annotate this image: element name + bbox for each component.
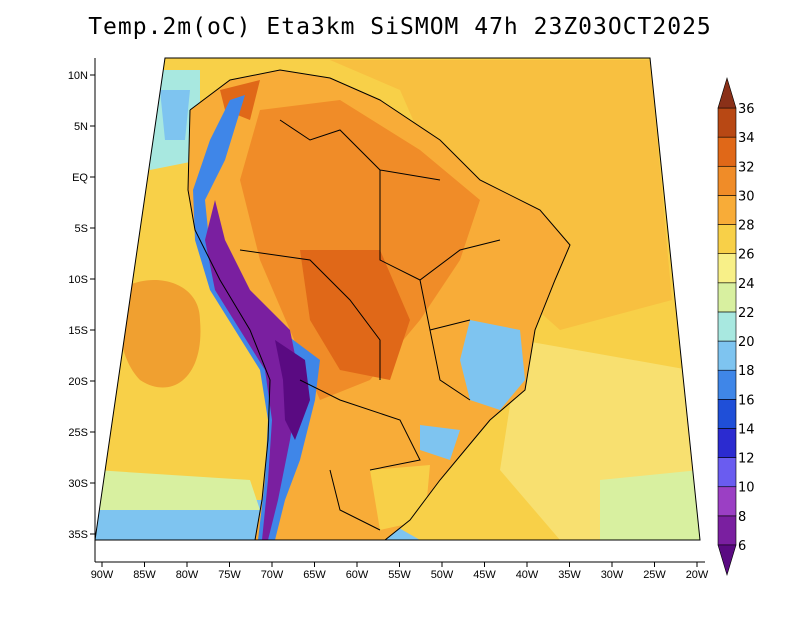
- pacific-north-cold: [160, 90, 190, 140]
- x-tick-label: 60W: [346, 569, 369, 581]
- plot-frame: [94, 57, 701, 541]
- y-tick-label: 30S: [68, 478, 88, 490]
- border-bolivia-brazil: [239, 249, 381, 380]
- colorbar: 6 8 10 12 14 16 18 20 22 24 26 28 30 32 34 36: [717, 76, 755, 577]
- x-tick-label: 40W: [516, 569, 539, 581]
- y-tick-label: 25S: [68, 427, 88, 439]
- x-tick-label: 30W: [601, 569, 624, 581]
- border-argentina-uruguay: [329, 469, 381, 531]
- colorbar-box: [717, 253, 737, 284]
- colorbar-label: 36: [738, 102, 755, 117]
- colorbar-box: [717, 486, 737, 517]
- x-tick-label: 50W: [431, 569, 454, 581]
- southeast-highlands-cool: [460, 320, 525, 410]
- x-axis-ticks: 90W 85W 80W 75W 70W 65W 60W 55W 50W 45W 40W 35W 30W 2…: [91, 562, 709, 581]
- x-tick-label: 35W: [558, 569, 581, 581]
- y-tick-label: 10N: [68, 70, 88, 82]
- y-tick-label: 5S: [75, 223, 88, 235]
- south-highlands-cool: [420, 425, 460, 460]
- colorbar-box: [717, 428, 737, 458]
- colorbar-box: [717, 457, 737, 488]
- chart-title: Temp.2m(oC) Eta3km SiSMOM 47h 23Z03OCT20…: [88, 14, 712, 40]
- x-tick-label: 75W: [218, 569, 241, 581]
- colorbar-box: [717, 369, 737, 400]
- country-borders: [187, 69, 571, 540]
- colorbar-box: [717, 282, 737, 313]
- colorbar-label: 32: [738, 160, 755, 175]
- colorbar-label: 10: [738, 481, 755, 496]
- x-tick-label: 80W: [176, 569, 199, 581]
- colorbar-box: [717, 340, 737, 371]
- colorbar-label: 34: [738, 131, 755, 146]
- colorbar-label: 8: [738, 510, 746, 525]
- coastline-west: [187, 109, 271, 540]
- pacific-warm-patch: [118, 280, 201, 388]
- y-tick-label: 35S: [68, 529, 88, 541]
- coastline-east: [189, 69, 571, 540]
- colorbar-label: 14: [738, 422, 755, 437]
- x-tick-label: 45W: [473, 569, 496, 581]
- border-paraguay: [299, 379, 421, 471]
- colorbar-box: [717, 195, 737, 225]
- altiplano-coldest: [275, 340, 310, 440]
- temperature-field: [95, 58, 700, 540]
- x-tick-label: 55W: [388, 569, 411, 581]
- colorbar-label: 16: [738, 393, 755, 408]
- interior-hottest-region: [300, 250, 410, 380]
- colorbar-box: [717, 515, 737, 546]
- colorbar-high-triangle: [717, 76, 737, 109]
- colorbar-low-triangle: [717, 544, 737, 577]
- colorbar-label: 6: [738, 539, 746, 554]
- colorbar-label: 24: [738, 277, 755, 292]
- x-tick-label: 65W: [303, 569, 326, 581]
- y-tick-label: 5N: [74, 121, 88, 133]
- colorbar-label: 26: [738, 248, 755, 263]
- colorbar-label: 20: [738, 335, 755, 350]
- border-north: [279, 119, 441, 181]
- y-tick-label: 20S: [68, 376, 88, 388]
- x-tick-label: 25W: [643, 569, 666, 581]
- x-tick-label: 85W: [133, 569, 156, 581]
- y-tick-label: 10S: [68, 274, 88, 286]
- x-tick-label: 90W: [91, 569, 114, 581]
- colorbar-box: [717, 107, 737, 138]
- colorbar-label: 30: [738, 189, 755, 204]
- colorbar-label: 28: [738, 219, 755, 234]
- uruguay-region: [370, 465, 430, 530]
- colorbar-box: [717, 224, 737, 254]
- colorbar-box: [717, 311, 737, 342]
- y-tick-label: 15S: [68, 325, 88, 337]
- colorbar-box: [717, 165, 737, 196]
- x-tick-label: 20W: [686, 569, 709, 581]
- y-tick-label: EQ: [72, 172, 88, 184]
- border-states-3: [429, 329, 471, 401]
- south-mild-band: [95, 470, 260, 510]
- southeast-mild-band: [600, 470, 700, 540]
- colorbar-label: 22: [738, 306, 755, 321]
- colorbar-box: [717, 136, 737, 167]
- y-axis-ticks: 10N 5N EQ 5S 10S 15S 20S 25S 30S 35S: [68, 70, 95, 541]
- x-tick-label: 70W: [261, 569, 284, 581]
- colorbar-box: [717, 399, 737, 429]
- colorbar-label: 18: [738, 364, 755, 379]
- colorbar-label: 12: [738, 452, 755, 467]
- andes-cold-core: [205, 200, 300, 540]
